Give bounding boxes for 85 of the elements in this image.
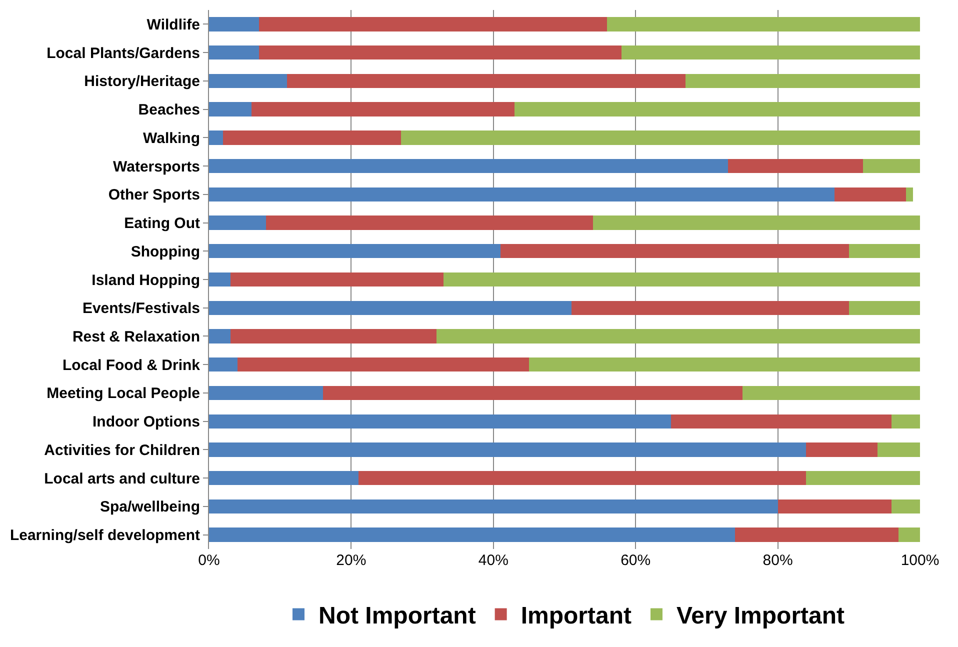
bar — [258, 17, 608, 32]
y-tick-label: History/Heritage — [84, 73, 200, 90]
y-tick-label: Beaches — [138, 102, 200, 119]
bar — [209, 17, 259, 32]
bar — [230, 272, 444, 287]
bar — [848, 244, 920, 258]
bar — [209, 358, 238, 372]
bar — [209, 386, 323, 400]
bar — [252, 102, 515, 116]
bar — [728, 158, 864, 174]
y-tick-label: Eating Out — [124, 215, 200, 232]
bar — [209, 272, 230, 287]
x-tick-label: 60% — [620, 552, 651, 569]
bar — [209, 45, 259, 60]
bar — [735, 528, 899, 542]
bar — [848, 300, 920, 315]
x-tick-label: 0% — [198, 552, 220, 569]
bar — [237, 358, 529, 372]
bar — [258, 45, 622, 60]
y-tick-label: Local arts and culture — [44, 470, 200, 488]
y-tick-label: Learning/self development — [10, 527, 200, 544]
bar — [528, 358, 920, 372]
bar — [592, 216, 920, 230]
bar — [906, 187, 913, 202]
y-tick-label: Watersports — [113, 158, 200, 176]
bar — [209, 414, 672, 428]
bar — [322, 386, 742, 400]
bar — [266, 216, 593, 230]
bar — [209, 244, 501, 258]
bar — [892, 414, 920, 428]
y-tick-label: Spa/wellbeing — [100, 498, 200, 516]
bar — [621, 45, 920, 60]
y-tick-label: Meeting Local People — [46, 385, 200, 402]
y-tick-label: Indoor Options — [92, 414, 200, 431]
bar — [892, 499, 920, 514]
bar — [209, 102, 252, 116]
y-tick-label: Activities for Children — [44, 442, 200, 459]
bar — [500, 244, 849, 258]
x-tick-label: 20% — [336, 552, 366, 569]
bar — [209, 158, 728, 174]
bar — [209, 499, 778, 514]
y-tick-label: Wildlife — [146, 16, 200, 34]
bar — [898, 528, 920, 542]
bar — [572, 300, 849, 315]
bar — [209, 216, 266, 230]
bar — [514, 102, 920, 116]
bar — [671, 414, 892, 428]
bar — [209, 470, 358, 486]
legend-label: Important — [520, 602, 632, 630]
bar — [287, 74, 686, 88]
bar — [806, 470, 920, 486]
bar — [209, 442, 806, 457]
bar — [209, 187, 835, 202]
y-tick-label: Shopping — [130, 243, 200, 260]
bar — [358, 470, 806, 486]
bar — [230, 329, 437, 344]
y-tick-label: Other Sports — [108, 186, 200, 204]
bar — [742, 386, 920, 400]
bar — [223, 130, 401, 145]
y-tick-label: Walking — [143, 130, 200, 147]
bar — [685, 74, 920, 88]
bar — [400, 130, 920, 145]
bar — [209, 528, 736, 542]
y-tick-label: Rest & Relaxation — [72, 328, 200, 346]
bar — [778, 499, 892, 514]
bar — [806, 442, 878, 457]
bar — [209, 329, 230, 344]
bar — [877, 442, 920, 457]
bar — [209, 130, 224, 145]
y-tick-label: Island Hopping — [92, 272, 200, 289]
x-tick-label: 80% — [762, 552, 793, 569]
legend-label: Very Important — [676, 602, 845, 630]
bar — [607, 17, 920, 32]
bar — [834, 187, 906, 202]
x-tick-label: 100% — [900, 552, 940, 569]
bar — [444, 272, 920, 287]
bar — [209, 300, 572, 315]
bar — [436, 329, 920, 344]
y-tick-label: Local Plants/Gardens — [46, 44, 200, 62]
y-tick-label: Local Food & Drink — [62, 356, 201, 374]
bar — [209, 74, 288, 88]
bar — [863, 158, 920, 174]
legend-label: Not Important — [318, 602, 476, 630]
x-tick-label: 40% — [478, 552, 508, 569]
y-tick-label: Events/Festivals — [82, 300, 200, 318]
